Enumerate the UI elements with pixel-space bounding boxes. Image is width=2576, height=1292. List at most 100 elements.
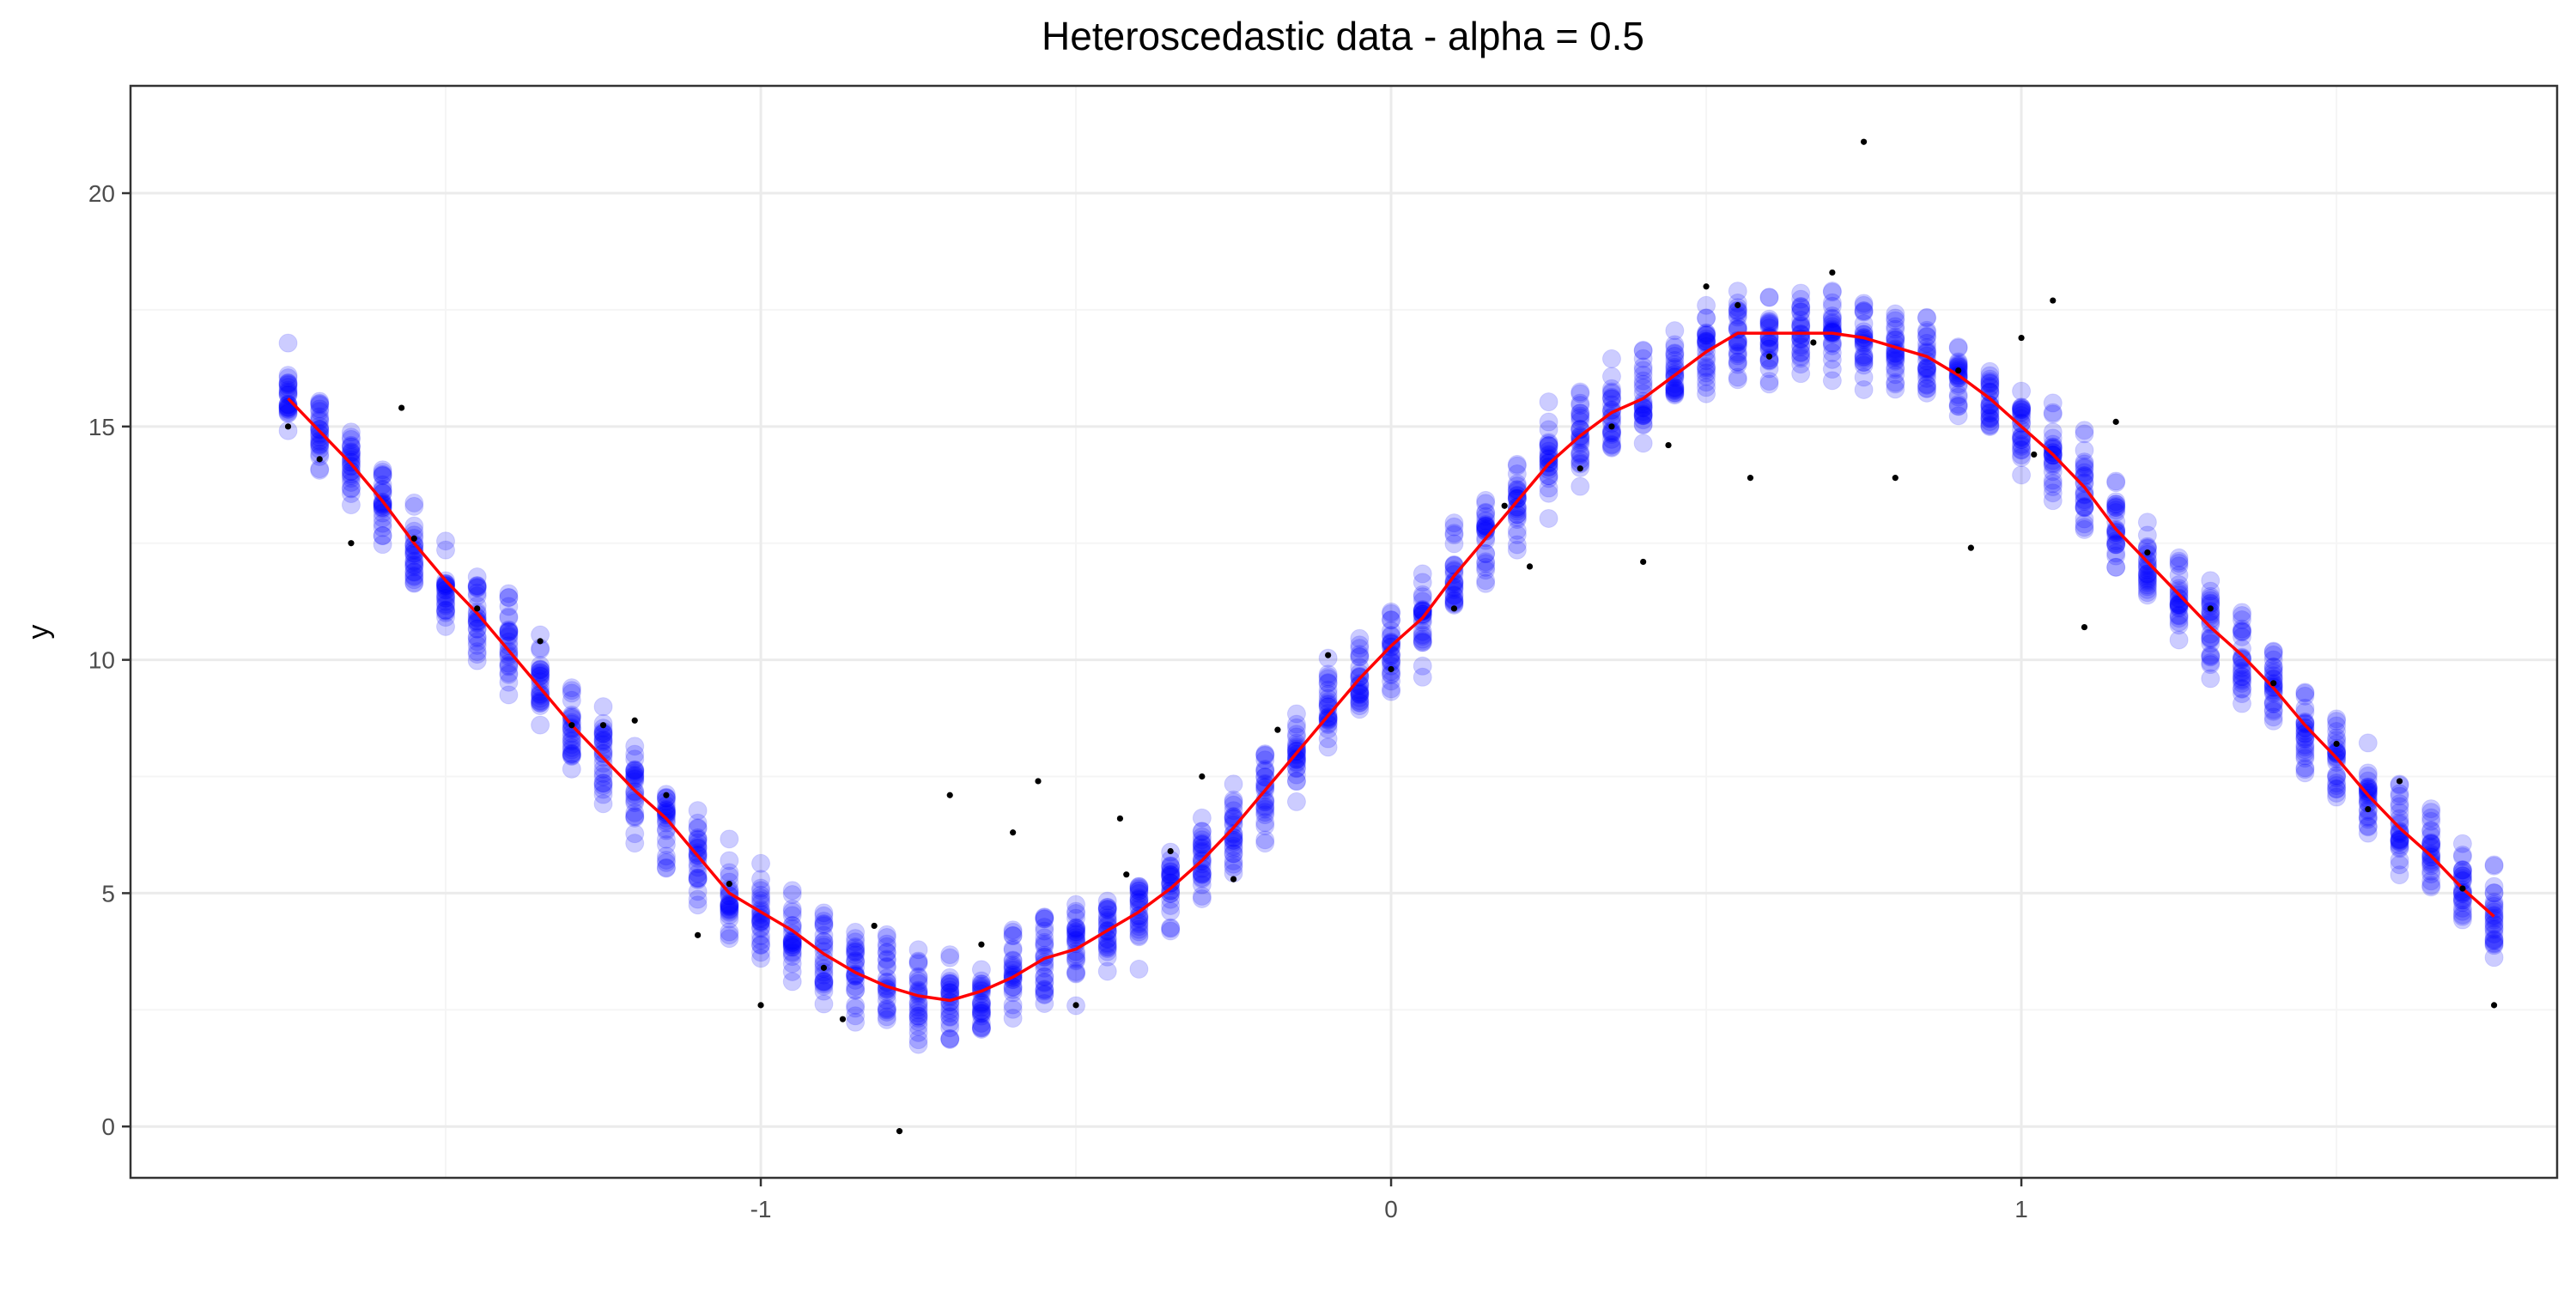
sample-point — [1854, 348, 1874, 367]
sample-point — [1224, 824, 1243, 844]
sample-point — [1948, 396, 1968, 416]
sample-point — [1539, 458, 1558, 477]
sample-point — [1192, 869, 1212, 889]
sample-point — [1192, 875, 1212, 895]
sample-point — [688, 819, 708, 839]
sample-point — [593, 754, 613, 773]
observed-point — [1230, 876, 1237, 883]
sample-point — [1791, 330, 1811, 349]
sample-point — [940, 977, 960, 997]
sample-point — [2232, 622, 2251, 642]
sample-point — [2012, 381, 2032, 401]
sample-point — [1539, 412, 1558, 432]
sample-point — [1665, 335, 1685, 355]
sample-point — [2043, 443, 2063, 463]
sample-point — [373, 513, 392, 533]
sample-point — [2295, 719, 2315, 738]
observed-point — [896, 1128, 903, 1135]
sample-point — [593, 732, 613, 752]
observed-point — [2459, 885, 2466, 892]
sample-point — [1539, 449, 1558, 469]
sample-point — [1886, 350, 1905, 370]
sample-point — [2043, 451, 2063, 470]
observed-point — [1325, 652, 1332, 658]
sample-point — [908, 1006, 928, 1026]
sample-point — [940, 945, 960, 965]
sample-point — [341, 435, 361, 455]
sample-point — [625, 766, 645, 786]
sample-point — [436, 591, 456, 611]
sample-point — [720, 895, 739, 915]
sample-point — [341, 479, 361, 499]
sample-point — [2137, 573, 2157, 592]
sample-point — [1382, 656, 1401, 676]
sample-point — [1318, 669, 1338, 688]
sample-point — [436, 576, 456, 596]
sample-point — [1665, 379, 1685, 399]
sample-point — [1917, 327, 1936, 347]
observed-point — [631, 717, 638, 724]
sample-point — [1255, 774, 1275, 794]
sample-point — [1822, 308, 1842, 328]
sample-point — [310, 399, 330, 419]
sample-point — [2232, 679, 2251, 699]
sample-point — [1224, 830, 1243, 850]
sample-point — [373, 526, 392, 546]
sample-point — [1003, 995, 1023, 1015]
sample-point — [1791, 337, 1811, 357]
sample-point — [1854, 379, 1874, 399]
sample-point — [1318, 719, 1338, 739]
sample-point — [1035, 985, 1054, 1004]
sample-point — [2232, 649, 2251, 669]
sample-point — [846, 938, 866, 958]
sample-point — [278, 403, 298, 423]
sample-point — [1413, 564, 1432, 584]
sample-point — [1980, 417, 2000, 437]
sample-point — [2075, 474, 2094, 494]
sample-point — [1255, 767, 1275, 787]
sample-point — [341, 437, 361, 457]
sample-point — [278, 382, 298, 402]
sample-point — [1507, 505, 1527, 525]
sample-point — [1413, 631, 1432, 651]
sample-point — [625, 761, 645, 781]
sample-point — [625, 808, 645, 828]
sample-point — [1697, 295, 1716, 315]
sample-point — [2106, 535, 2126, 555]
sample-point — [1665, 344, 1685, 364]
sample-point — [1255, 834, 1275, 853]
sample-point — [1476, 557, 1496, 577]
sample-point — [436, 608, 456, 628]
sample-point — [625, 785, 645, 804]
sample-point — [814, 971, 834, 991]
sample-point — [1571, 452, 1590, 472]
observed-point — [2081, 623, 2088, 631]
sample-point — [751, 943, 771, 962]
sample-point — [467, 619, 487, 639]
sample-point — [751, 936, 771, 955]
sample-point — [562, 743, 581, 763]
sample-point — [1476, 511, 1496, 531]
sample-point — [1350, 635, 1370, 655]
sample-point — [1728, 344, 1747, 364]
sample-point — [1601, 422, 1621, 441]
sample-point — [467, 642, 487, 662]
observed-point — [2031, 451, 2038, 458]
sample-point — [1822, 371, 1842, 391]
sample-point — [1980, 407, 2000, 427]
sample-point — [531, 684, 550, 704]
sample-point — [2043, 404, 2063, 424]
sample-point — [373, 460, 392, 480]
sample-point — [341, 428, 361, 447]
sample-point — [310, 416, 330, 436]
sample-point — [1286, 772, 1306, 792]
sample-point — [467, 578, 487, 597]
sample-point — [1476, 544, 1496, 564]
sample-point — [2263, 700, 2283, 719]
sample-point — [846, 922, 866, 942]
sample-point — [1413, 612, 1432, 632]
sample-point — [2263, 694, 2283, 713]
observed-point — [1860, 138, 1868, 145]
sample-point — [1224, 801, 1243, 821]
sample-point — [1539, 441, 1558, 461]
